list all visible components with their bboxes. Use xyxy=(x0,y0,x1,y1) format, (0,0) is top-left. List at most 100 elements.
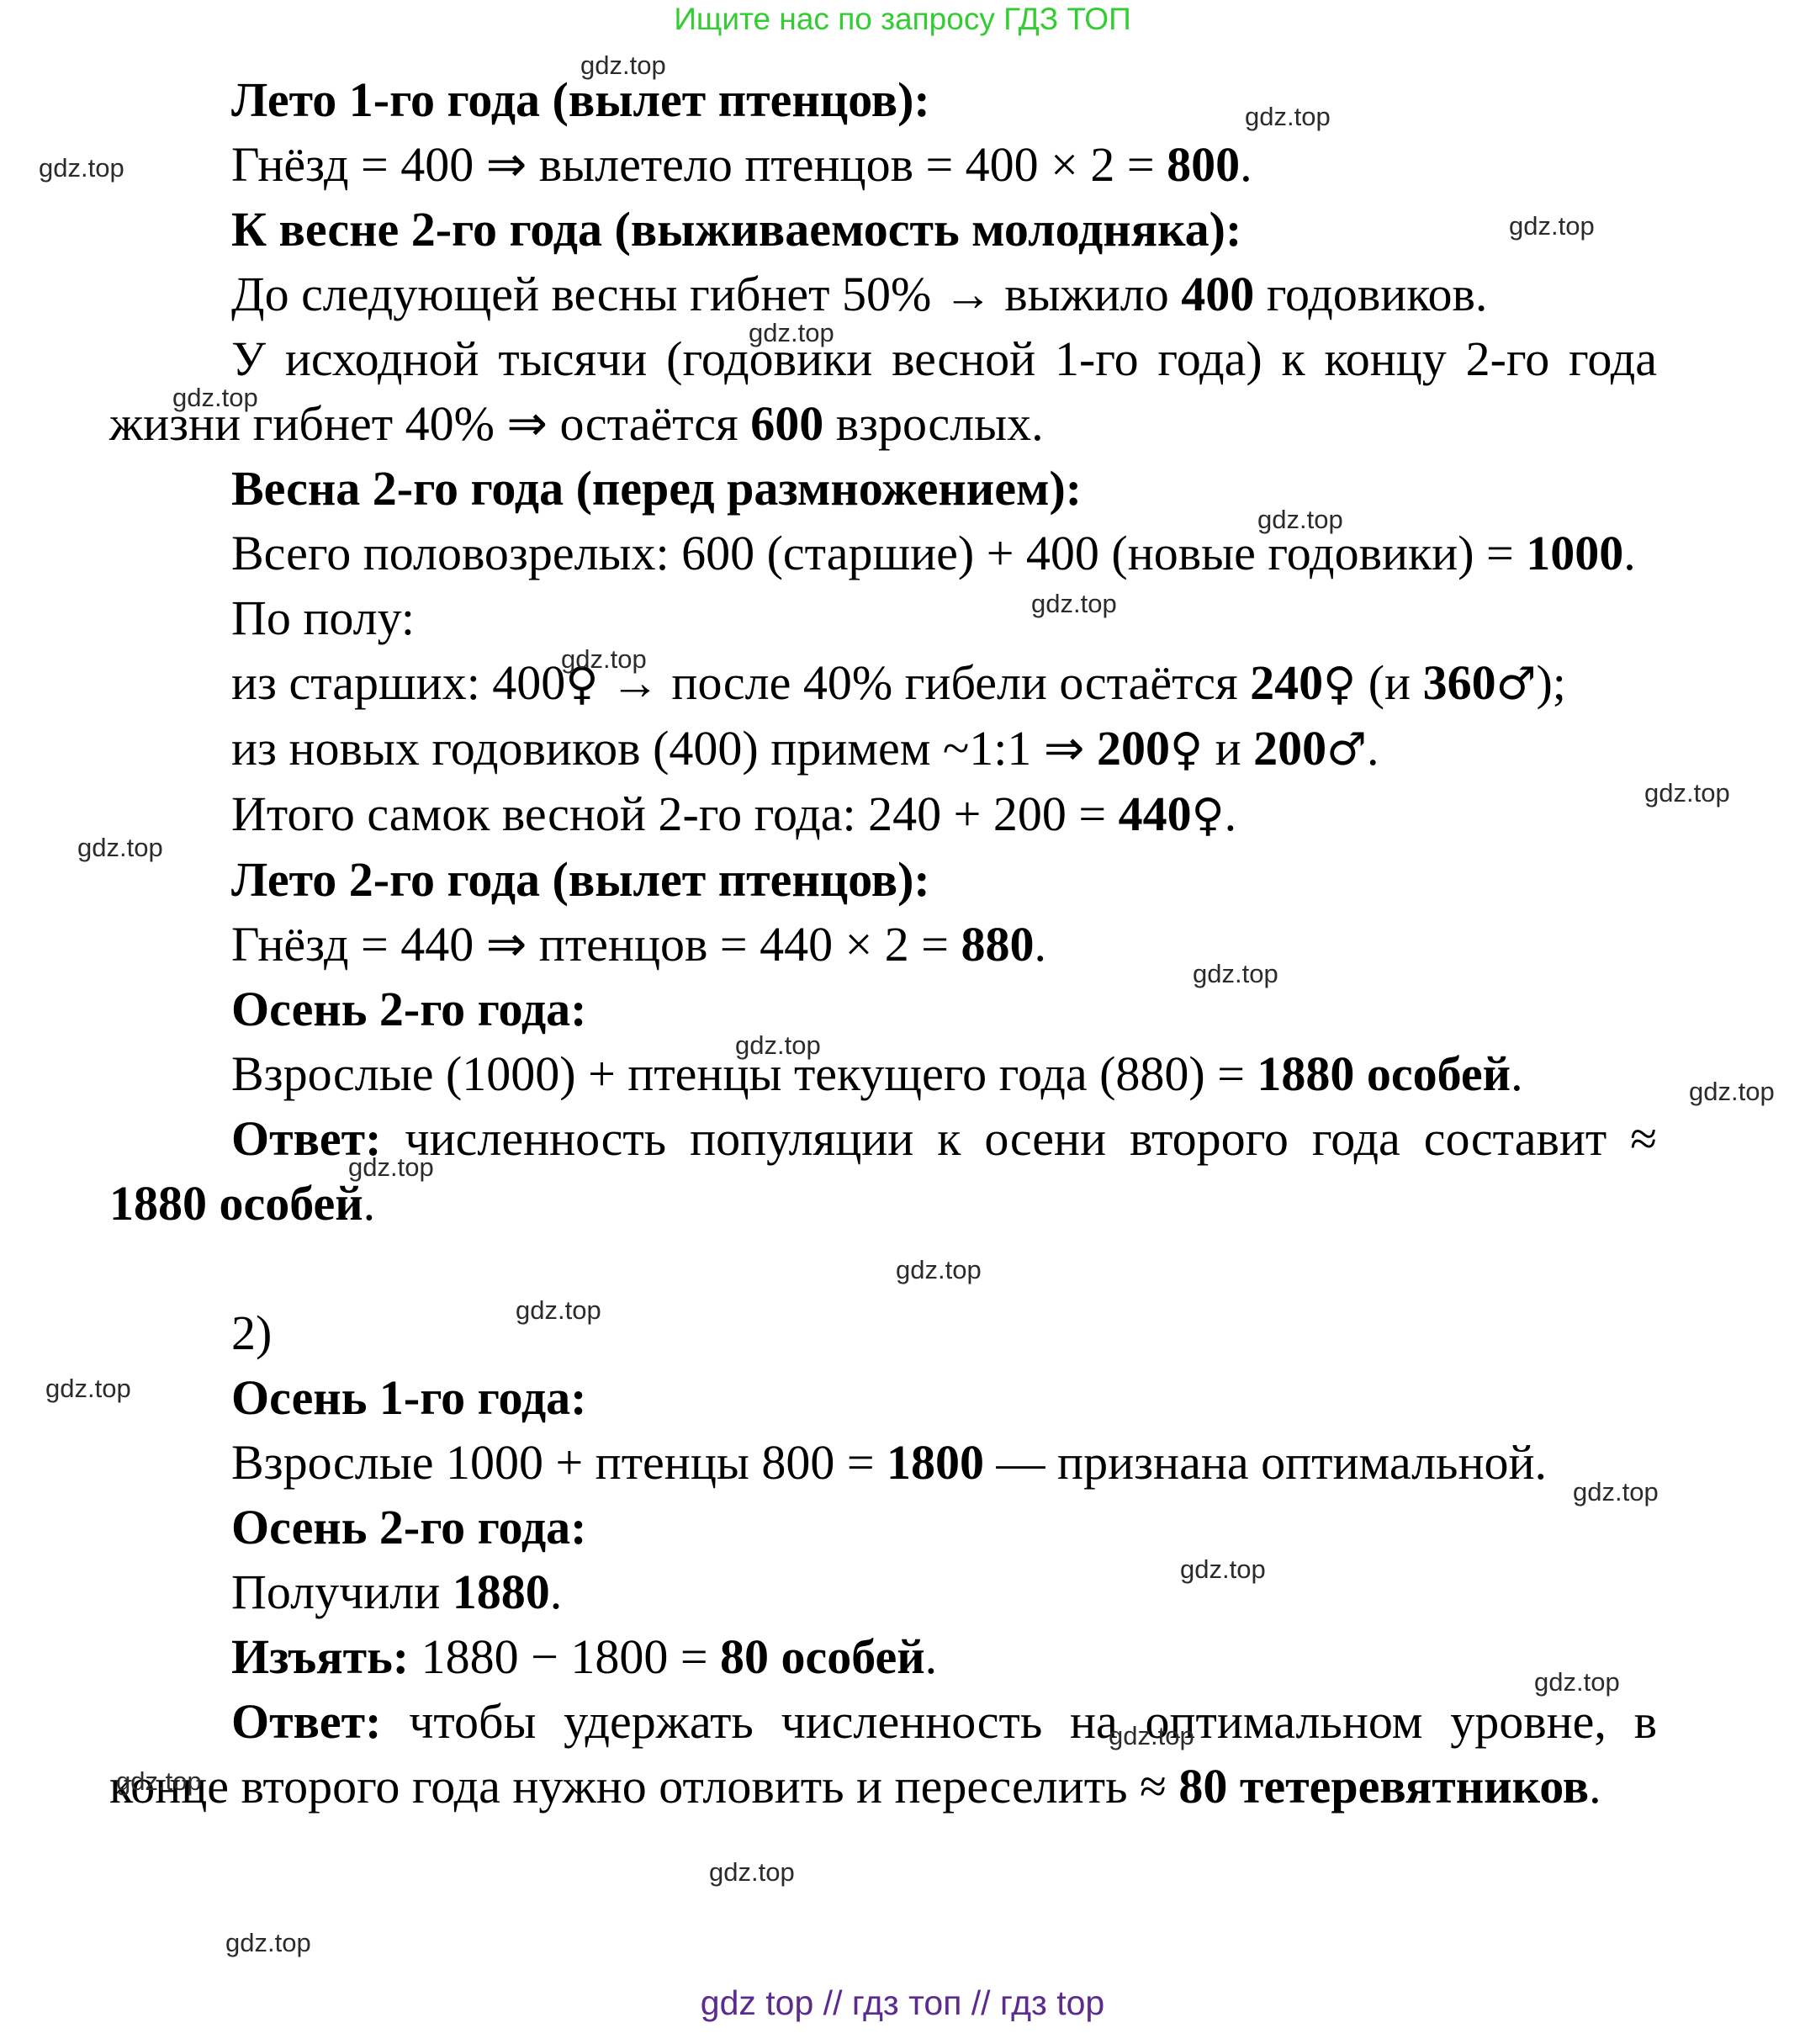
heading-paragraph: Осень 2-го года: xyxy=(109,977,1657,1041)
body-paragraph: Итого самок весной 2-го года: 240 + 200 … xyxy=(109,781,1657,847)
text-run: ); xyxy=(1536,655,1566,710)
emphasized-text: 1880 особей xyxy=(109,1176,363,1231)
emphasized-text: 1880 xyxy=(452,1565,550,1619)
body-paragraph: Всего половозрелых: 600 (старшие) + 400 … xyxy=(109,521,1657,585)
emphasized-text: 800 xyxy=(1167,137,1241,192)
site-watermark: gdz.top xyxy=(1689,1077,1775,1106)
emphasized-text: 240 xyxy=(1250,655,1324,710)
text-run: . xyxy=(1367,721,1379,776)
text-run: → после 40% гибели остаётся xyxy=(598,655,1251,710)
body-paragraph: Ответ: численность популяции к осени вто… xyxy=(109,1106,1657,1236)
text-run: По полу: xyxy=(231,590,415,645)
site-watermark: gdz.top xyxy=(1109,1721,1194,1750)
text-run: Гнёзд = 440 ⇒ птенцов = 440 × 2 = xyxy=(231,917,961,972)
site-watermark: gdz.top xyxy=(1534,1667,1620,1697)
emphasized-text: 1800 xyxy=(887,1435,985,1490)
emphasized-text: 80 особей xyxy=(720,1629,925,1684)
emphasized-text: 880 xyxy=(961,917,1035,972)
footer-watermark: gdz top // гдз топ // гдз top xyxy=(700,1983,1105,2022)
emphasized-text: 200 xyxy=(1097,721,1171,776)
site-watermark: gdz.top xyxy=(709,1857,795,1887)
emphasized-text: 80 xyxy=(1178,1759,1228,1814)
text-run: . xyxy=(1224,786,1237,841)
male-symbol-icon: ♂ xyxy=(1495,657,1537,710)
body-paragraph: Взрослые (1000) + птенцы текущего года (… xyxy=(109,1041,1657,1106)
text-run: Осень 2-го года: xyxy=(231,1500,587,1554)
body-paragraph: Ответ: чтобы удержать численность на опт… xyxy=(109,1689,1657,1819)
emphasized-text: 600 xyxy=(750,396,824,451)
text-run xyxy=(1227,1759,1240,1814)
female-symbol-icon: ♀ xyxy=(565,657,599,710)
site-watermark: gdz.top xyxy=(45,1374,131,1403)
site-watermark: gdz.top xyxy=(1031,589,1117,618)
text-run: . xyxy=(1511,1046,1523,1101)
emphasized-text: Изъять: xyxy=(231,1629,410,1684)
heading-paragraph: Осень 2-го года: xyxy=(109,1495,1657,1559)
emphasized-text: Ответ: xyxy=(231,1111,382,1166)
text-run: (и xyxy=(1356,655,1423,710)
emphasized-text: 200 xyxy=(1253,721,1327,776)
heading-paragraph: Весна 2-го года (перед размножением): xyxy=(109,456,1657,521)
text-run: годовиков. xyxy=(1254,267,1488,321)
text-run: . xyxy=(363,1176,376,1231)
body-paragraph: 2) xyxy=(109,1300,1657,1365)
text-run: Весна 2-го года (перед размножением): xyxy=(231,461,1082,516)
document-body: Лето 1-го года (вылет птенцов): Гнёзд = 4… xyxy=(109,67,1657,1819)
site-watermark: gdz.top xyxy=(516,1295,601,1325)
heading-paragraph: Лето 2-го года (вылет птенцов): xyxy=(109,847,1657,912)
text-run: Осень 1-го года: xyxy=(231,1370,587,1425)
site-watermark: gdz.top xyxy=(1193,959,1278,988)
text-run: Итого самок весной 2-го года: 240 + 200 … xyxy=(231,786,1119,841)
body-paragraph: Взрослые 1000 + птенцы 800 = 1800 — приз… xyxy=(109,1430,1657,1495)
site-watermark: gdz.top xyxy=(77,833,163,862)
site-watermark: gdz.top xyxy=(1509,211,1595,241)
female-symbol-icon: ♀ xyxy=(1170,723,1204,776)
body-paragraph: Получили 1880. xyxy=(109,1559,1657,1624)
text-run: чтобы удержать численность на оптимально… xyxy=(109,1694,1657,1814)
heading-paragraph: Лето 1-го года (вылет птенцов): xyxy=(109,67,1657,132)
site-watermark: gdz.top xyxy=(1644,778,1730,808)
text-run: . xyxy=(1034,917,1047,972)
site-watermark: gdz.top xyxy=(896,1255,982,1284)
emphasized-text: 1880 особей xyxy=(1257,1046,1511,1101)
site-watermark: gdz.top xyxy=(749,318,834,347)
site-watermark: gdz.top xyxy=(39,153,124,183)
text-run: . xyxy=(924,1629,938,1684)
body-paragraph: из старших: 400♀ → после 40% гибели оста… xyxy=(109,650,1657,716)
text-run: 1880 − 1800 = xyxy=(409,1629,721,1684)
emphasized-text: тетеревятников xyxy=(1239,1759,1590,1814)
text-run: численность популяции к осени второго го… xyxy=(381,1111,1657,1166)
emphasized-text: Ответ: xyxy=(231,1694,382,1749)
female-symbol-icon: ♀ xyxy=(1191,788,1225,841)
text-run: До следующей весны гибнет 50% → выжило xyxy=(231,267,1182,321)
text-run: Взрослые (1000) + птенцы текущего года (… xyxy=(231,1046,1257,1101)
text-run: и xyxy=(1203,721,1254,776)
promo-banner: Ищите нас по запросу ГДЗ ТОП xyxy=(674,2,1131,36)
body-paragraph: У исходной тысячи (годовики весной 1-го … xyxy=(109,326,1657,456)
body-paragraph: До следующей весны гибнет 50% → выжило 4… xyxy=(109,262,1657,326)
site-watermark: gdz.top xyxy=(1257,505,1343,534)
site-watermark: gdz.top xyxy=(116,1766,202,1796)
text-run: Получили xyxy=(231,1565,453,1619)
text-run: Взрослые 1000 + птенцы 800 = xyxy=(231,1435,887,1490)
text-run: Всего половозрелых: 600 (старшие) + 400 … xyxy=(231,526,1527,580)
text-run: Лето 2-го года (вылет птенцов): xyxy=(231,852,930,907)
emphasized-text: 1000 xyxy=(1526,526,1624,580)
text-run: У исходной тысячи (годовики весной 1-го … xyxy=(109,331,1657,451)
text-run: . xyxy=(1240,137,1252,192)
body-paragraph: Гнёзд = 400 ⇒ вылетело птенцов = 400 × 2… xyxy=(109,132,1657,197)
site-watermark: gdz.top xyxy=(580,50,666,80)
site-watermark: gdz.top xyxy=(1573,1477,1659,1507)
site-watermark: gdz.top xyxy=(561,644,647,674)
text-run: . xyxy=(549,1565,563,1619)
part-2-removal-count: 2) Осень 1-го года: Взрослые 1000 + птенцы… xyxy=(109,1300,1657,1819)
heading-paragraph: Осень 1-го года: xyxy=(109,1365,1657,1430)
site-watermark: gdz.top xyxy=(172,383,258,412)
body-paragraph: из новых годовиков (400) примем ~1:1 ⇒ 2… xyxy=(109,716,1657,781)
site-watermark: gdz.top xyxy=(1180,1554,1266,1584)
emphasized-text: 360 xyxy=(1422,655,1496,710)
site-watermark: gdz.top xyxy=(1245,102,1331,131)
text-run: 2) xyxy=(231,1305,273,1360)
body-paragraph: Гнёзд = 440 ⇒ птенцов = 440 × 2 = 880. xyxy=(109,912,1657,977)
